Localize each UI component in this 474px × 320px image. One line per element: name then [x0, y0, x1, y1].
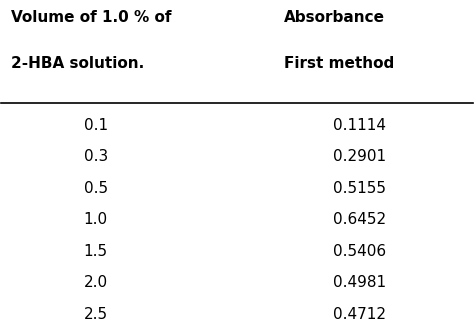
Text: Volume of 1.0 % of: Volume of 1.0 % of [11, 10, 171, 25]
Text: 0.1: 0.1 [83, 118, 108, 133]
Text: First method: First method [284, 56, 394, 71]
Text: Absorbance: Absorbance [284, 10, 385, 25]
Text: 1.5: 1.5 [83, 244, 108, 259]
Text: 1.0: 1.0 [83, 212, 108, 227]
Text: 0.5155: 0.5155 [333, 181, 386, 196]
Text: 0.3: 0.3 [83, 149, 108, 164]
Text: 2-HBA solution.: 2-HBA solution. [11, 56, 144, 71]
Text: 2.0: 2.0 [83, 275, 108, 290]
Text: 0.4712: 0.4712 [333, 307, 386, 320]
Text: 0.2901: 0.2901 [333, 149, 386, 164]
Text: 0.5406: 0.5406 [333, 244, 386, 259]
Text: 0.4981: 0.4981 [333, 275, 386, 290]
Text: 0.1114: 0.1114 [333, 118, 386, 133]
Text: 0.6452: 0.6452 [333, 212, 386, 227]
Text: 0.5: 0.5 [83, 181, 108, 196]
Text: 2.5: 2.5 [83, 307, 108, 320]
